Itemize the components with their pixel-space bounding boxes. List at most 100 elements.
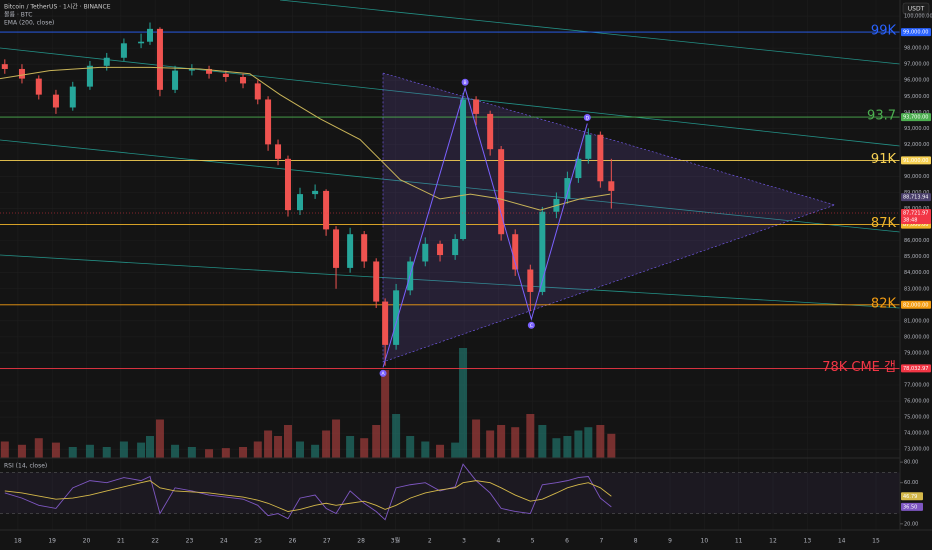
y-tick-label: 73,000.00 <box>904 447 929 453</box>
candle-body <box>361 234 368 262</box>
candle-body <box>585 134 592 159</box>
candle-body <box>275 144 282 159</box>
volume-bar <box>596 425 605 458</box>
y-tick-label: 92,000.00 <box>904 142 929 148</box>
rsi-tag <box>901 502 923 511</box>
price-tag-label: 93,700.00 <box>903 115 928 121</box>
candle-body <box>539 211 546 292</box>
y-tick-label: 85,000.00 <box>904 254 929 260</box>
rsi-title: RSI (14, close) <box>4 463 47 470</box>
candle-body <box>575 158 582 179</box>
pattern-label: D <box>586 115 590 121</box>
plot <box>0 22 900 521</box>
candle-body <box>373 261 380 302</box>
price-tag <box>901 300 931 309</box>
candle-body <box>527 269 534 292</box>
candle-body <box>86 65 93 87</box>
volume-bar <box>381 370 390 458</box>
candle-body <box>382 301 389 345</box>
price-tag-label: 82,000.00 <box>903 302 928 308</box>
x-tick-label: 19 <box>48 538 56 545</box>
x-tick-label: 5 <box>531 538 535 545</box>
volume-bar <box>607 433 616 458</box>
volume-bar <box>119 441 128 458</box>
candle-body <box>240 77 247 84</box>
volume-bar <box>68 447 77 458</box>
price-tag-label: 87,000.00 <box>903 222 928 228</box>
y-tick-label: 60.00 <box>904 480 918 486</box>
volume-bar <box>34 438 43 458</box>
level-label: 99K <box>871 24 897 39</box>
price-tag <box>901 193 931 202</box>
volume-bar <box>406 436 415 458</box>
candle-body <box>103 57 110 66</box>
candle-body <box>188 68 195 71</box>
y-tick-label: 86,000.00 <box>904 238 929 244</box>
price-tag <box>901 209 931 225</box>
volume-bar <box>187 447 196 458</box>
volume-bar <box>552 438 561 458</box>
currency: USDT <box>908 6 925 13</box>
y-tick-label: 96,000.00 <box>904 78 929 84</box>
volume-bar <box>421 441 430 458</box>
y-tick-label: 90,000.00 <box>904 174 929 180</box>
ema-line <box>0 66 611 211</box>
candle-body <box>564 178 571 199</box>
y-tick-label: 76,000.00 <box>904 399 929 405</box>
volume-bar <box>137 442 146 458</box>
volume-bar <box>146 436 154 458</box>
volume-bar <box>574 430 583 458</box>
volume-bar <box>85 444 94 458</box>
volume-bar <box>283 425 292 458</box>
y-tick-label: 20.00 <box>904 521 918 527</box>
x-tick-label: 26 <box>289 538 297 545</box>
candle-body <box>422 243 429 262</box>
volume-bar <box>392 414 401 458</box>
candle-body <box>254 83 261 100</box>
last-price-label: 87,721.97 <box>903 211 928 217</box>
volume-bar <box>205 449 214 458</box>
pattern-point <box>527 321 535 329</box>
volume-bar <box>360 438 369 458</box>
level-label: 78K CME 갭 <box>822 360 896 375</box>
volume-bar <box>497 425 506 458</box>
volume-bar <box>274 436 283 458</box>
y-tick-label: 74,000.00 <box>904 431 929 437</box>
rsi-tag-label: 36.50 <box>903 504 917 510</box>
candle-body <box>222 73 229 77</box>
volume-title: 볼륨 · BTC <box>4 12 32 19</box>
rsi-line <box>4 463 612 521</box>
x-tick-label: 20 <box>83 538 91 545</box>
level-label: 93.7 <box>867 109 896 124</box>
x-tick-label: 23 <box>186 538 194 545</box>
x-tick-label: 12 <box>769 538 777 545</box>
y-tick-label: 98,000.00 <box>904 46 929 52</box>
x-tick-label: 10 <box>701 538 709 545</box>
volume-bar <box>584 427 593 458</box>
x-tick-label: 11 <box>735 538 743 545</box>
candle-body <box>323 190 330 230</box>
x-tick-label: 28 <box>357 538 365 545</box>
y-tick-label: 81,000.00 <box>904 318 929 324</box>
y-tick-label: 80,000.00 <box>904 334 929 340</box>
volume-bar <box>459 348 468 458</box>
x-tick-label: 9 <box>668 538 672 545</box>
pattern-line <box>382 86 588 368</box>
y-tick-label: 77,000.00 <box>904 383 929 389</box>
pattern-point <box>379 369 387 377</box>
candle-body <box>393 290 400 345</box>
pattern-label: B <box>464 80 467 86</box>
currency-box[interactable] <box>902 2 930 15</box>
countdown-label: 38:48 <box>903 218 917 224</box>
candle-body <box>608 181 615 191</box>
volume-bar <box>472 419 481 458</box>
price-tag <box>901 156 931 165</box>
volume-bar <box>0 441 9 458</box>
pattern-label: A <box>382 371 386 377</box>
volume-bar <box>51 442 60 458</box>
candle-body <box>52 94 59 108</box>
pattern-point <box>583 114 591 122</box>
volume-bar <box>538 425 547 458</box>
rsi-line <box>4 480 612 512</box>
candle-body <box>156 28 163 90</box>
